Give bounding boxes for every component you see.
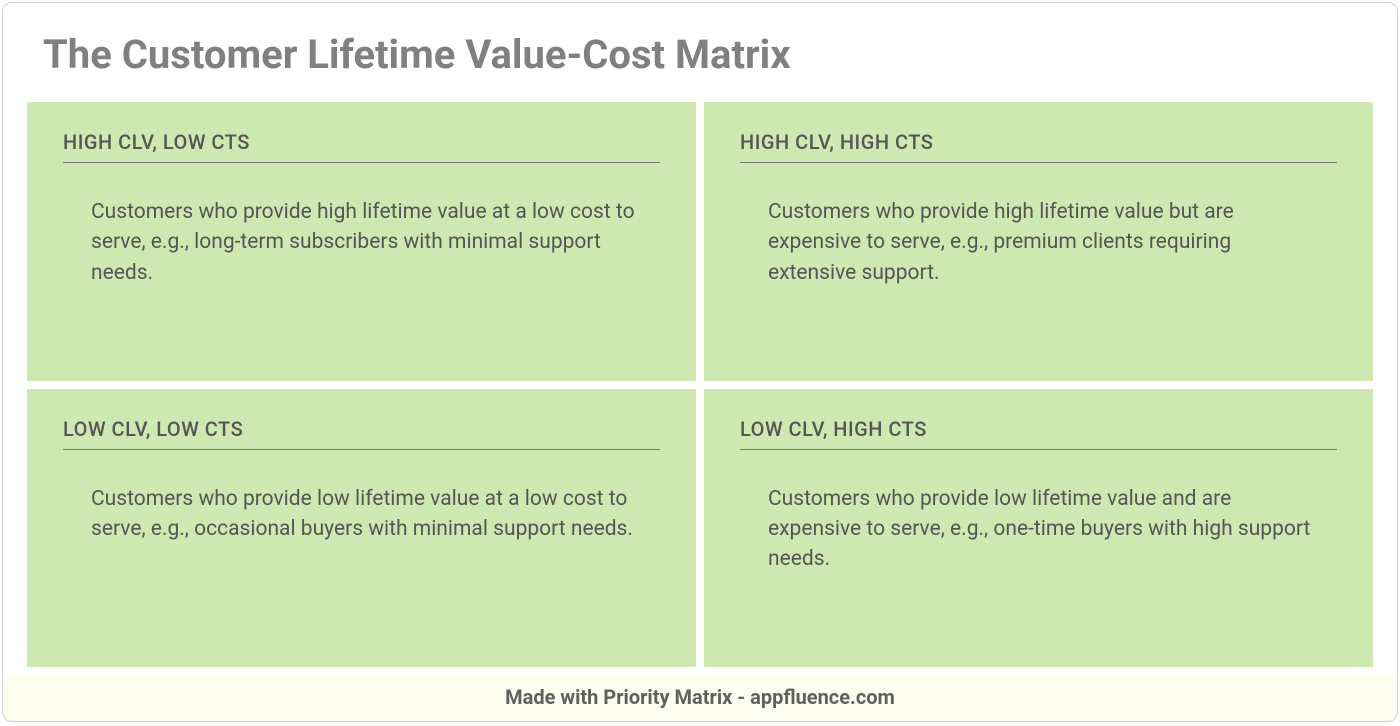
quadrant-top-left: HIGH CLV, LOW CTS Customers who provide …	[27, 102, 696, 381]
footer-bar: Made with Priority Matrix - appfluence.c…	[3, 675, 1397, 721]
quadrant-body: Customers who provide high lifetime valu…	[740, 197, 1337, 288]
quadrant-body: Customers who provide low lifetime value…	[63, 484, 660, 545]
quadrant-heading: LOW CLV, HIGH CTS	[740, 417, 1337, 450]
matrix-card: The Customer Lifetime Value-Cost Matrix …	[2, 2, 1398, 722]
quadrant-body: Customers who provide low lifetime value…	[740, 484, 1337, 575]
quadrant-heading: HIGH CLV, LOW CTS	[63, 130, 660, 163]
quadrant-top-right: HIGH CLV, HIGH CTS Customers who provide…	[704, 102, 1373, 381]
quadrant-heading: HIGH CLV, HIGH CTS	[740, 130, 1337, 163]
quadrant-heading: LOW CLV, LOW CTS	[63, 417, 660, 450]
quadrant-body: Customers who provide high lifetime valu…	[63, 197, 660, 288]
quadrant-grid: HIGH CLV, LOW CTS Customers who provide …	[27, 102, 1373, 667]
quadrant-bottom-left: LOW CLV, LOW CTS Customers who provide l…	[27, 389, 696, 668]
footer-text: Made with Priority Matrix - appfluence.c…	[505, 685, 895, 709]
quadrant-bottom-right: LOW CLV, HIGH CTS Customers who provide …	[704, 389, 1373, 668]
page-title: The Customer Lifetime Value-Cost Matrix	[27, 31, 1373, 78]
